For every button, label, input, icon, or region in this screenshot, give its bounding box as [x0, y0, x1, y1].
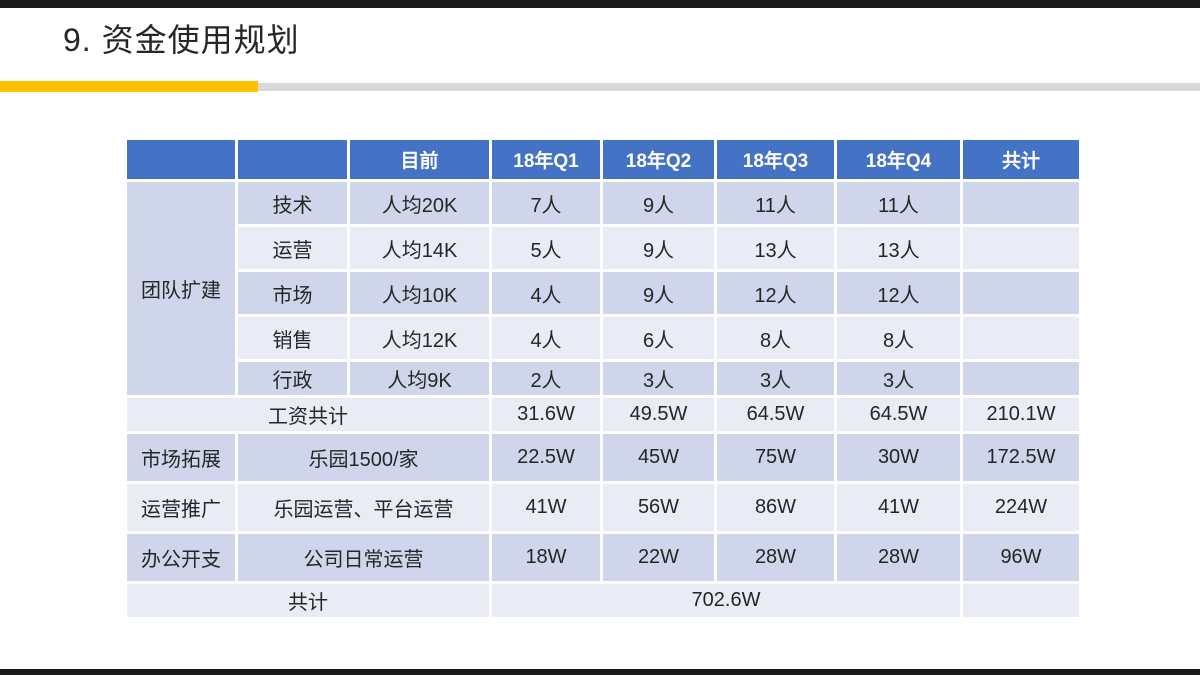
cell-total	[960, 179, 1082, 227]
top-bar	[0, 0, 1200, 8]
table-row-sales: 销售 人均12K 4人 6人 8人 8人	[126, 314, 1082, 362]
table-row-ops: 运营 人均14K 5人 9人 13人 13人	[126, 224, 1082, 272]
header-cell-q2: 18年Q2	[600, 137, 717, 182]
header-cell-q1: 18年Q1	[489, 137, 603, 182]
cell-salary: 人均12K	[347, 314, 492, 362]
cell-salary: 人均14K	[347, 224, 492, 272]
table-row-admin: 行政 人均9K 2人 3人 3人 3人	[126, 359, 1082, 398]
cell-category: 运营推广	[124, 481, 238, 534]
cell-q1: 31.6W	[489, 395, 603, 434]
cell-total	[960, 269, 1082, 317]
cell-role: 市场	[235, 269, 350, 317]
bottom-bar	[0, 669, 1200, 675]
cell-category: 市场拓展	[124, 431, 238, 484]
cell-salary-total-label: 工资共计	[124, 395, 492, 434]
cell-total: 172.5W	[960, 431, 1082, 484]
cell-q4: 8人	[834, 314, 963, 362]
cell-q3: 75W	[714, 431, 837, 484]
cell-role: 销售	[235, 314, 350, 362]
cell-category: 办公开支	[124, 531, 238, 584]
table-header-row: 目前 18年Q1 18年Q2 18年Q3 18年Q4 共计	[124, 137, 1082, 182]
cell-desc: 公司日常运营	[235, 531, 492, 584]
cell-total	[960, 581, 1082, 620]
table-row-market-expansion: 市场拓展 乐园1500/家 22.5W 45W 75W 30W 172.5W	[124, 431, 1082, 484]
cell-q4: 28W	[834, 531, 963, 584]
divider-gray-segment	[258, 82, 1200, 91]
cell-q1: 5人	[489, 224, 603, 272]
cell-role: 技术	[235, 179, 350, 227]
cell-q2: 9人	[600, 224, 717, 272]
cell-q4: 3人	[834, 359, 963, 398]
cell-q2: 9人	[600, 269, 717, 317]
cell-salary: 人均20K	[347, 179, 492, 227]
cell-q2: 45W	[600, 431, 717, 484]
cell-q1: 2人	[489, 359, 603, 398]
cell-q4: 30W	[834, 431, 963, 484]
header-cell-q4: 18年Q4	[834, 137, 963, 182]
header-cell-q3: 18年Q3	[714, 137, 837, 182]
cell-q4: 11人	[834, 179, 963, 227]
cell-q1: 41W	[489, 481, 603, 534]
cell-grand-total-value: 702.6W	[489, 581, 963, 620]
cell-q4: 13人	[834, 224, 963, 272]
table-row-tech: 团队扩建 技术 人均20K 7人 9人 11人 11人	[124, 179, 1082, 398]
cell-desc: 乐园运营、平台运营	[235, 481, 492, 534]
cell-q4: 12人	[834, 269, 963, 317]
cell-q2: 3人	[600, 359, 717, 398]
table-row-office-expense: 办公开支 公司日常运营 18W 22W 28W 28W 96W	[124, 531, 1082, 584]
cell-q1: 4人	[489, 314, 603, 362]
cell-q3: 13人	[714, 224, 837, 272]
cell-total	[960, 359, 1082, 398]
row-group-label: 团队扩建	[124, 179, 238, 398]
cell-q2: 22W	[600, 531, 717, 584]
cell-total	[960, 314, 1082, 362]
cell-q1: 4人	[489, 269, 603, 317]
cell-total: 210.1W	[960, 395, 1082, 434]
title-divider	[0, 81, 1200, 92]
cell-q4: 64.5W	[834, 395, 963, 434]
cell-role: 行政	[235, 359, 350, 398]
cell-q3: 86W	[714, 481, 837, 534]
cell-role: 运营	[235, 224, 350, 272]
cell-q3: 64.5W	[714, 395, 837, 434]
header-cell-total: 共计	[960, 137, 1082, 182]
budget-table: 目前 18年Q1 18年Q2 18年Q3 18年Q4 共计 团队扩建 技术 人均…	[124, 137, 1082, 620]
cell-q3: 11人	[714, 179, 837, 227]
table-row-salary-total: 工资共计 31.6W 49.5W 64.5W 64.5W 210.1W	[124, 395, 1082, 434]
cell-q3: 28W	[714, 531, 837, 584]
page-title: 9. 资金使用规划	[63, 22, 300, 58]
cell-q3: 8人	[714, 314, 837, 362]
header-cell	[124, 137, 238, 182]
cell-q1: 7人	[489, 179, 603, 227]
cell-salary: 人均9K	[347, 359, 492, 398]
divider-accent-segment	[0, 81, 258, 92]
cell-q4: 41W	[834, 481, 963, 534]
header-cell	[235, 137, 350, 182]
cell-q1: 18W	[489, 531, 603, 584]
cell-q3: 3人	[714, 359, 837, 398]
cell-q2: 9人	[600, 179, 717, 227]
table-row-marketing: 市场 人均10K 4人 9人 12人 12人	[126, 269, 1082, 317]
cell-q2: 6人	[600, 314, 717, 362]
cell-q2: 56W	[600, 481, 717, 534]
cell-total: 96W	[960, 531, 1082, 584]
cell-salary: 人均10K	[347, 269, 492, 317]
header-cell-current: 目前	[347, 137, 492, 182]
table-row-operation-promo: 运营推广 乐园运营、平台运营 41W 56W 86W 41W 224W	[124, 481, 1082, 534]
table-row-grand-total: 共计 702.6W	[124, 581, 1082, 620]
cell-total	[960, 224, 1082, 272]
cell-total: 224W	[960, 481, 1082, 534]
cell-desc: 乐园1500/家	[235, 431, 492, 484]
cell-grand-total-label: 共计	[124, 581, 492, 620]
cell-q1: 22.5W	[489, 431, 603, 484]
cell-q2: 49.5W	[600, 395, 717, 434]
cell-q3: 12人	[714, 269, 837, 317]
